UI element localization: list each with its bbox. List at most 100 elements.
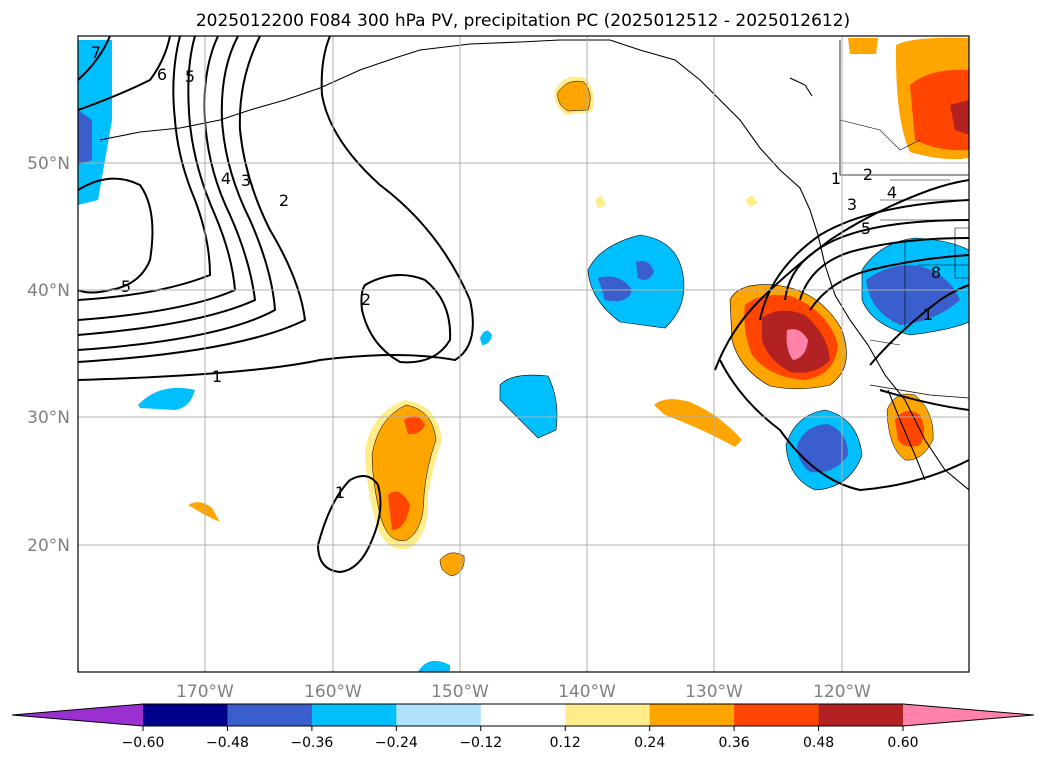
graticule bbox=[78, 36, 969, 672]
pv-contour-label: 3 bbox=[847, 195, 857, 214]
state-borders bbox=[880, 199, 969, 330]
pv-contour bbox=[759, 199, 969, 321]
state-box bbox=[954, 227, 969, 279]
colorbar-tick-label: −0.60 bbox=[122, 735, 165, 751]
precip-positive-anomalies bbox=[188, 37, 969, 577]
map-frame bbox=[77, 35, 970, 673]
colorbar-segment bbox=[227, 704, 313, 726]
pv-contour-label: 7 bbox=[91, 43, 101, 62]
colorbar-segment bbox=[565, 704, 651, 726]
colorbar: −0.60 −0.48 −0.36 −0.24 −0.12 0.12 0.24 0.36 0.4… bbox=[11, 703, 1035, 751]
lat-label: 30°N bbox=[27, 408, 70, 428]
pv-contour bbox=[78, 36, 474, 381]
colorbar-segment bbox=[734, 704, 820, 726]
pv-contour-label: 1 bbox=[923, 305, 933, 324]
colorbar-tick-label: −0.48 bbox=[206, 735, 249, 751]
precip-area bbox=[786, 329, 808, 360]
precip-area bbox=[439, 552, 465, 577]
alaska-coast bbox=[99, 39, 610, 141]
pv-contour-label: 4 bbox=[887, 183, 897, 202]
precip-negative-anomalies bbox=[78, 40, 969, 672]
pv-contour-label: 5 bbox=[185, 67, 195, 86]
pv-contour bbox=[869, 284, 969, 366]
colorbar-segment bbox=[480, 704, 566, 726]
colorbar-segment bbox=[649, 704, 735, 726]
lon-label: 120°W bbox=[813, 682, 871, 702]
pv-contour-label: 2 bbox=[863, 165, 873, 184]
precip-area bbox=[848, 38, 878, 54]
colorbar-tick-label: 0.36 bbox=[719, 735, 750, 751]
pv-contour bbox=[78, 36, 212, 301]
colorbar-tick-label: −0.36 bbox=[290, 735, 333, 751]
colorbar-tick-label: −0.12 bbox=[459, 735, 502, 751]
colorbar-segment bbox=[396, 704, 482, 726]
precip-area bbox=[418, 660, 450, 672]
pv-contour-label: 6 bbox=[157, 65, 167, 84]
pv-contour-label: 1 bbox=[335, 483, 345, 502]
precip-area bbox=[587, 234, 685, 329]
coastlines bbox=[99, 39, 969, 491]
precip-area bbox=[388, 491, 410, 530]
precip-area bbox=[188, 502, 220, 522]
pv-contour bbox=[714, 179, 969, 371]
colorbar-tick-label: 0.60 bbox=[887, 735, 918, 751]
pv-contour-label: 2 bbox=[361, 290, 371, 309]
precip-area bbox=[797, 424, 848, 473]
pv-contour bbox=[809, 254, 969, 311]
pv-contour-label: 1 bbox=[831, 169, 841, 188]
precip-area bbox=[557, 80, 591, 112]
precip-area bbox=[595, 195, 606, 208]
pv-contour bbox=[316, 475, 382, 574]
precip-area bbox=[78, 110, 92, 165]
pv-contour-label: 5 bbox=[121, 277, 131, 296]
pv-contour-labels: 7 6 5 4 3 2 5 2 1 1 1 2 3 5 4 8 1 bbox=[91, 43, 941, 502]
colorbar-segment bbox=[143, 704, 228, 726]
precip-area bbox=[636, 261, 654, 280]
pv-contour-label: 8 bbox=[931, 263, 941, 282]
precip-area bbox=[78, 40, 112, 205]
pv-contour bbox=[78, 36, 171, 111]
precip-area bbox=[910, 69, 969, 151]
precip-area bbox=[480, 330, 492, 345]
pv-contour bbox=[784, 219, 969, 301]
precip-area bbox=[138, 387, 195, 410]
precip-area bbox=[598, 276, 632, 302]
precip-area bbox=[404, 416, 425, 435]
latitude-labels: 50°N 40°N 30°N 20°N bbox=[27, 154, 70, 556]
pv-contour bbox=[78, 177, 154, 294]
canada-border bbox=[839, 40, 969, 176]
lon-label: 130°W bbox=[685, 682, 743, 702]
colorbar-tick-label: 0.12 bbox=[550, 735, 581, 751]
lat-label: 50°N bbox=[27, 154, 70, 174]
pv-contour-label: 3 bbox=[241, 171, 251, 190]
precip-area bbox=[895, 411, 924, 447]
pv-contour bbox=[360, 274, 452, 364]
figure-title: 2025012200 F084 300 hPa PV, precipitatio… bbox=[196, 11, 850, 31]
precip-area bbox=[654, 399, 742, 447]
pv-contour bbox=[78, 36, 237, 321]
precip-area bbox=[866, 265, 960, 325]
province-border bbox=[839, 119, 921, 151]
pv-contour-label: 2 bbox=[279, 191, 289, 210]
pv-contour bbox=[799, 237, 969, 301]
lat-label: 20°N bbox=[27, 536, 70, 556]
lon-label: 150°W bbox=[431, 682, 489, 702]
colorbar-tick-label: 0.24 bbox=[634, 735, 665, 751]
lon-label: 140°W bbox=[558, 682, 616, 702]
pv-contour bbox=[719, 359, 969, 492]
lon-label: 160°W bbox=[304, 682, 362, 702]
state-borders bbox=[869, 179, 950, 346]
precip-area bbox=[499, 374, 558, 439]
lat-label: 40°N bbox=[27, 281, 70, 301]
colorbar-tick-label: −0.24 bbox=[375, 735, 418, 751]
lon-label: 170°W bbox=[176, 682, 234, 702]
pv-contours bbox=[78, 36, 969, 574]
pv-contour bbox=[879, 389, 969, 411]
mexico-border bbox=[869, 384, 969, 399]
pv-contour bbox=[78, 36, 111, 81]
island bbox=[789, 77, 813, 97]
precip-area bbox=[745, 195, 758, 207]
pv-contour bbox=[78, 36, 307, 363]
colorbar-extend-low bbox=[12, 704, 143, 726]
